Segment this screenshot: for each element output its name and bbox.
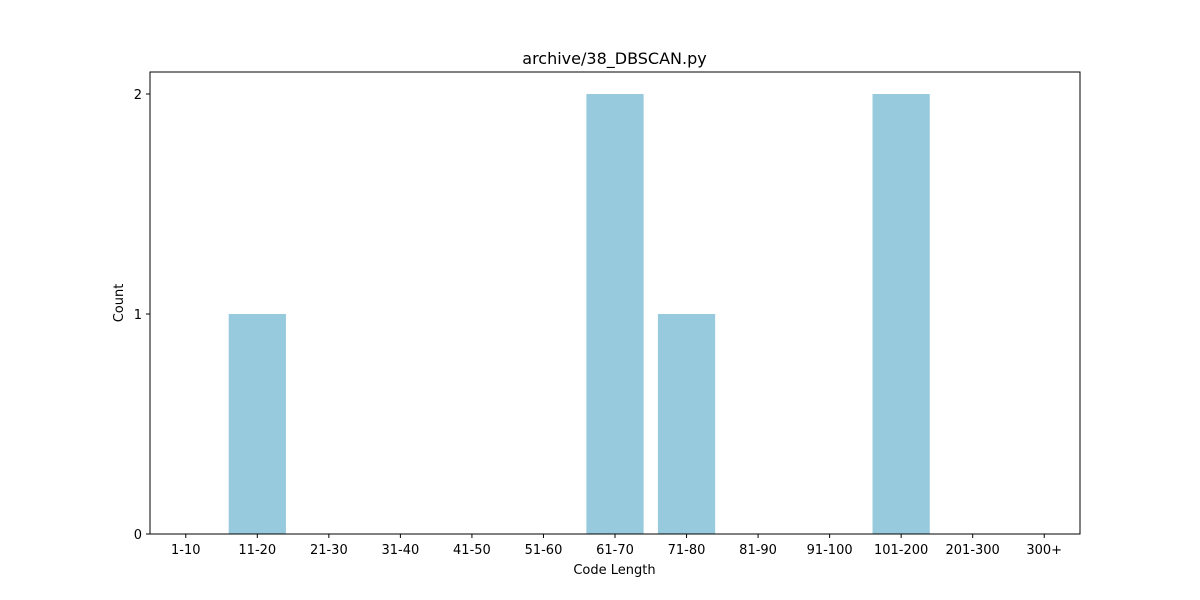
x-tick-label: 1-10 bbox=[171, 543, 201, 558]
bars-group bbox=[228, 94, 930, 534]
y-tick-label: 2 bbox=[134, 88, 142, 103]
y-tick-label: 0 bbox=[134, 528, 142, 543]
x-tick-label: 51-60 bbox=[525, 543, 563, 558]
x-tick-label: 21-30 bbox=[310, 543, 348, 558]
x-axis-ticks: 1-10 11-20 21-30 31-40 41-50 51-60 61-70 71-80 8… bbox=[171, 534, 1062, 558]
bar-61-70 bbox=[586, 94, 644, 534]
x-tick-label: 61-70 bbox=[596, 543, 634, 558]
x-tick-label: 101-200 bbox=[874, 543, 928, 558]
x-tick-label: 81-90 bbox=[739, 543, 777, 558]
x-tick-label: 300+ bbox=[1026, 543, 1062, 558]
bar-71-80 bbox=[657, 314, 716, 534]
bar-11-20 bbox=[228, 314, 286, 534]
x-tick-label: 201-300 bbox=[946, 543, 1000, 558]
x-tick-label: 71-80 bbox=[668, 543, 706, 558]
x-tick-label: 31-40 bbox=[381, 543, 419, 558]
chart-title: archive/38_DBSCAN.py bbox=[522, 49, 706, 69]
y-axis-ticks: 0 1 2 bbox=[134, 88, 150, 543]
x-tick-label: 41-50 bbox=[453, 543, 491, 558]
bar-101-200 bbox=[872, 94, 930, 534]
x-tick-label: 91-100 bbox=[807, 543, 853, 558]
x-axis-label: Code Length bbox=[573, 563, 655, 578]
x-tick-label: 11-20 bbox=[238, 543, 276, 558]
y-axis-label: Count bbox=[112, 284, 127, 323]
y-tick-label: 1 bbox=[134, 308, 142, 323]
